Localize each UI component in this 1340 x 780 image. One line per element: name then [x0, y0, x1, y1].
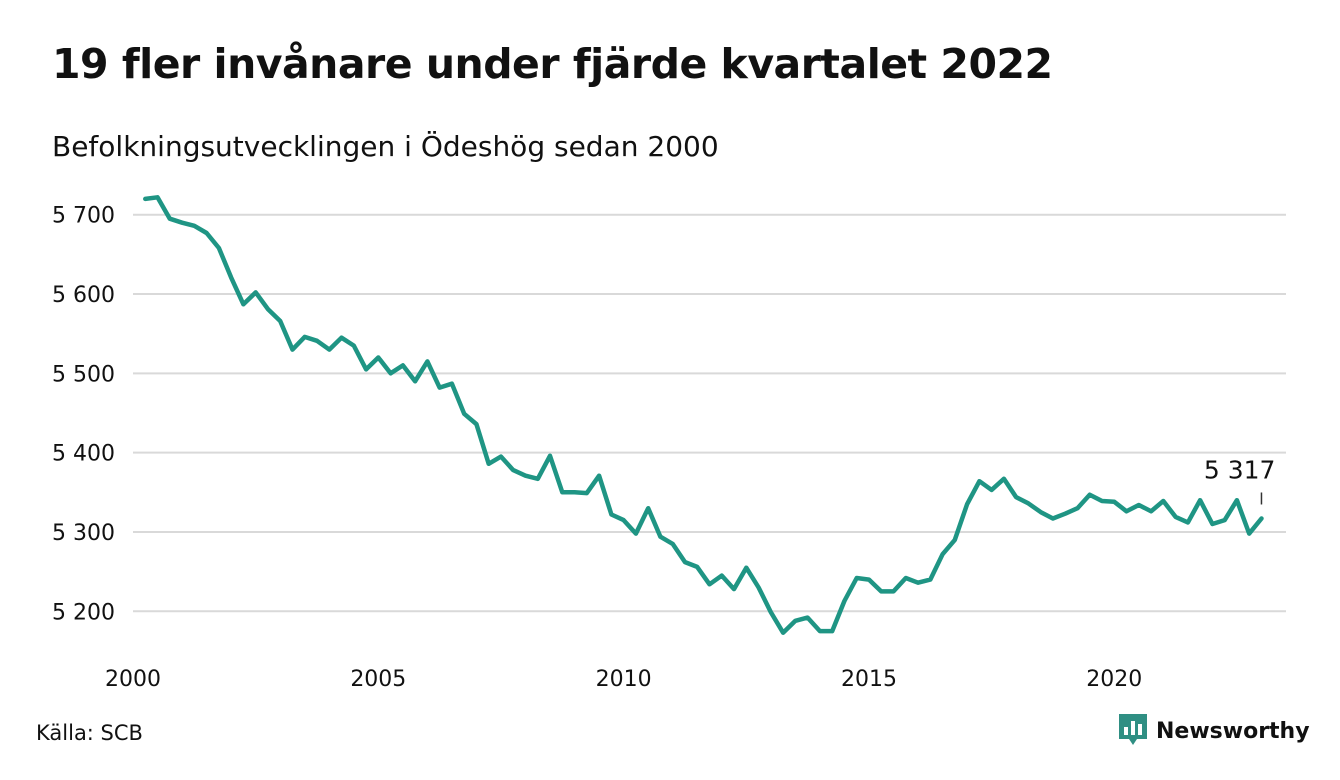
y-tick-label: 5 600 [52, 283, 115, 308]
chart-title: 19 fler invånare under fjärde kvartalet … [52, 40, 1053, 88]
y-tick-label: 5 700 [52, 204, 115, 229]
series-layer [143, 195, 1264, 635]
y-tick-label: 5 200 [52, 600, 115, 625]
source-note: Källa: SCB [36, 721, 143, 745]
y-tick-label: 5 300 [52, 521, 115, 546]
y-tick-label: 5 400 [52, 442, 115, 467]
x-tick-label: 2015 [841, 667, 897, 692]
x-tick-label: 2005 [350, 667, 406, 692]
end-value-label: 5 317 [1204, 455, 1276, 484]
newsworthy-logo: Newsworthy [1118, 713, 1310, 749]
annotations: 5 317 [1204, 455, 1276, 505]
y-tick-label: 5 500 [52, 362, 115, 387]
series-line [143, 195, 1264, 635]
x-tick-label: 2020 [1086, 667, 1142, 692]
x-tick-label: 2010 [596, 667, 652, 692]
x-tick-label: 2000 [105, 667, 161, 692]
x-axis-labels: 2000 2005 2010 2015 2020 [105, 667, 1142, 692]
y-axis-labels: 5 200 5 300 5 400 5 500 5 600 5 700 [52, 204, 115, 626]
logo-text: Newsworthy [1156, 718, 1310, 744]
gridlines [133, 213, 1286, 613]
chart-speech-bubble-icon [1119, 714, 1147, 745]
chart-subtitle: Befolkningsutvecklingen i Ödeshög sedan … [52, 130, 719, 163]
